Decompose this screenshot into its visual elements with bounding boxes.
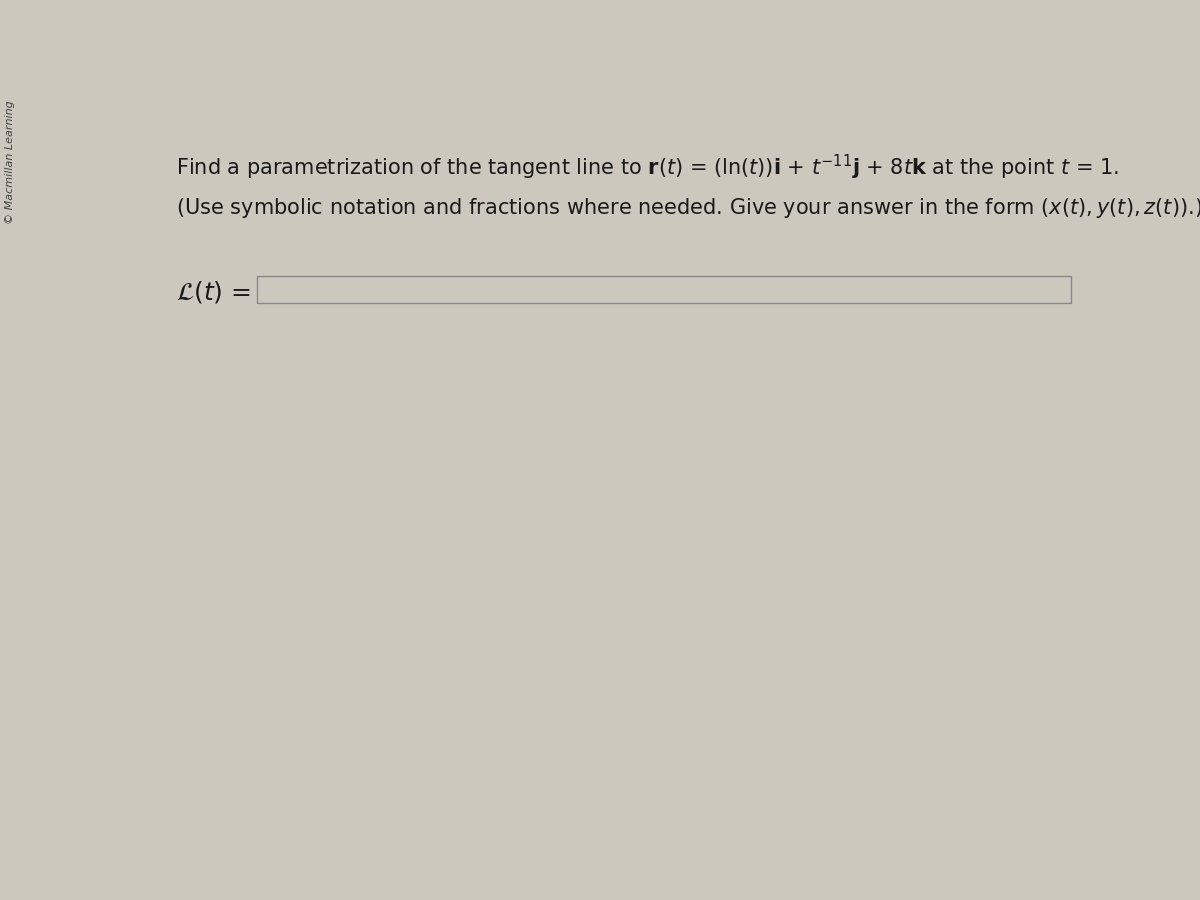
Bar (257, 275, 1070, 303)
Text: $\mathcal{L}(t)$ =: $\mathcal{L}(t)$ = (176, 279, 251, 304)
Text: (Use symbolic notation and fractions where needed. Give your answer in the form : (Use symbolic notation and fractions whe… (176, 196, 1200, 220)
Text: © Macmillan Learning: © Macmillan Learning (5, 100, 14, 224)
Text: Find a parametrization of the tangent line to $\bf{r}$$(t)$ = $(\ln(t))\bf{i}$ +: Find a parametrization of the tangent li… (176, 152, 1118, 182)
